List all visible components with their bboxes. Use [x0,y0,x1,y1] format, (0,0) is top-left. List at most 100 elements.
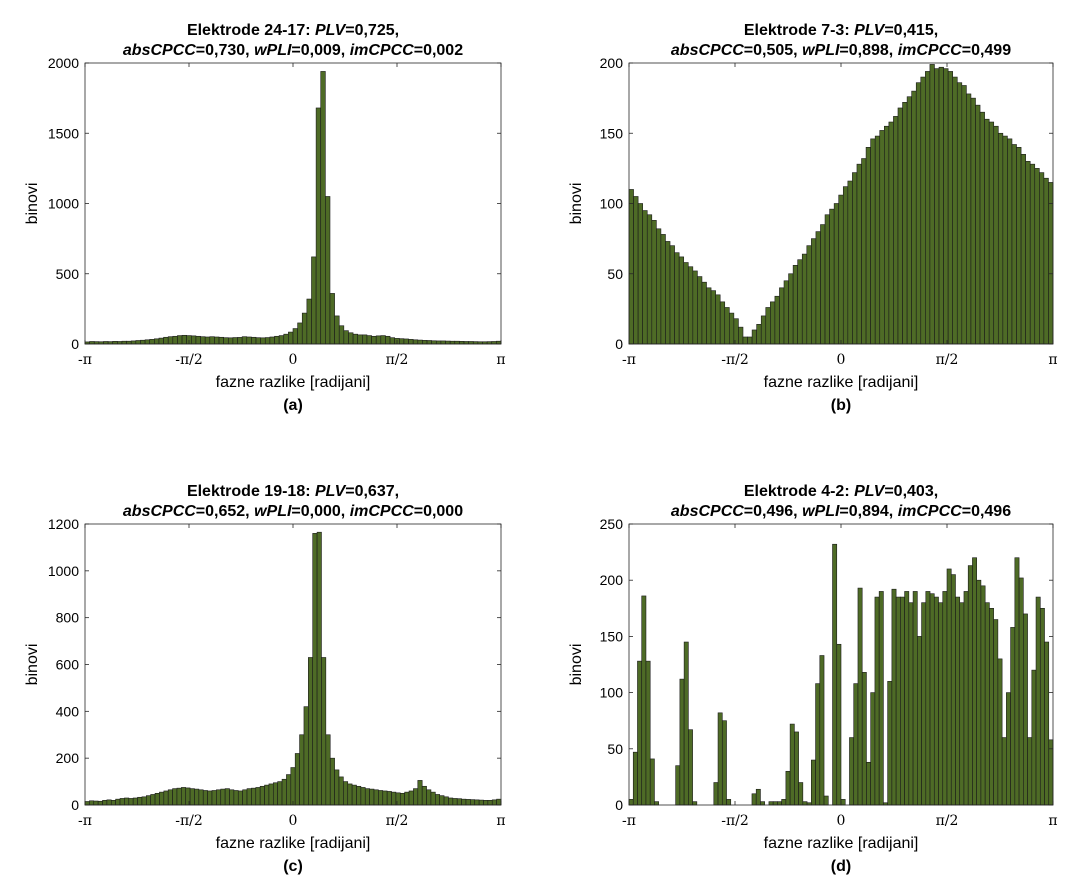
bar [312,533,318,806]
bar [389,337,395,345]
bar [989,607,994,806]
bar [1027,737,1033,806]
bar [306,298,312,345]
bar [459,341,465,345]
chart-title-segment: =0,009, [291,42,349,59]
bar [933,596,939,806]
bar [654,801,659,806]
bar [878,591,884,806]
x-tick-label: -π/2 [721,352,749,368]
bar [195,335,201,345]
bar [106,799,112,806]
bar [325,734,331,806]
bar [721,720,727,806]
bar [154,792,160,806]
bar [408,339,414,345]
bar [908,602,914,806]
bar [967,565,973,806]
bar [633,196,639,345]
bar [683,262,689,345]
bar [820,224,826,345]
bar [770,301,776,345]
bar [938,66,944,345]
bar [218,336,224,345]
bar [997,132,1004,345]
bar [829,208,835,345]
bar [874,135,881,345]
bar [801,253,808,345]
panel-label: (a) [283,397,303,414]
bar [806,245,812,345]
bar [487,800,493,806]
bar [316,531,322,806]
bar [717,712,723,806]
bar [726,799,732,806]
bar [242,789,248,806]
chart-title-segment: =0,505, [744,42,802,59]
x-tick-label: π/2 [386,352,409,368]
bar [391,791,397,806]
bar [413,788,419,806]
bar [765,307,771,345]
bar [895,596,901,806]
y-tick-label: 50 [607,266,623,282]
bar [836,643,842,806]
bar [216,789,222,806]
bar [925,591,931,806]
bar [789,723,795,806]
bar [802,801,808,806]
bar [146,795,151,806]
y-tick-label: 1000 [48,196,79,212]
bar [297,322,303,345]
bar [674,252,680,345]
bar [963,591,969,806]
bar [692,270,698,345]
bar [426,340,432,345]
bar [756,324,762,345]
x-tick-label: 0 [837,352,846,368]
y-tick-label: 150 [600,125,624,141]
panel-label: (c) [283,858,303,875]
bar [798,782,804,806]
bar [742,336,748,345]
chart-title-segment: Elektrode 7-3: [744,22,854,39]
bar [893,116,899,345]
bar [329,293,335,345]
bar [646,214,653,345]
chart-title-segment: imCPCC [350,503,414,520]
bar [1001,737,1007,806]
bar [172,788,178,806]
bar [264,784,270,806]
bar [811,238,817,345]
y-axis-label: binovi [24,644,41,686]
bar [403,338,409,345]
bar [724,307,730,345]
bar [852,172,858,345]
bar [692,801,698,806]
bar [227,337,234,345]
bar [642,210,648,345]
bar [980,585,986,806]
bar [866,761,871,806]
y-axis-label: binovi [568,183,585,225]
x-tick-label: -π [622,352,636,368]
y-axis-label: binovi [24,183,41,225]
bar [181,334,187,345]
bar [751,329,757,345]
bar [966,93,972,345]
chart-title-line-2: absCPCC=0,652, wPLI=0,000, imCPCC=0,000 [123,503,463,520]
bar [189,788,195,806]
bar [356,785,362,806]
y-tick-label: 50 [607,741,623,757]
bar [483,800,489,806]
y-tick-label: 0 [71,797,79,813]
y-tick-label: 800 [56,610,80,626]
bar [159,791,165,806]
bar [934,68,940,345]
bar [768,801,774,806]
y-tick-label: 250 [600,516,624,532]
y-tick-label: 200 [56,750,80,766]
bar [842,186,849,345]
chart-panel-3: Elektrode 19-18: PLV=0,637, absCPCC=0,652… [24,483,506,875]
bar [311,256,317,345]
